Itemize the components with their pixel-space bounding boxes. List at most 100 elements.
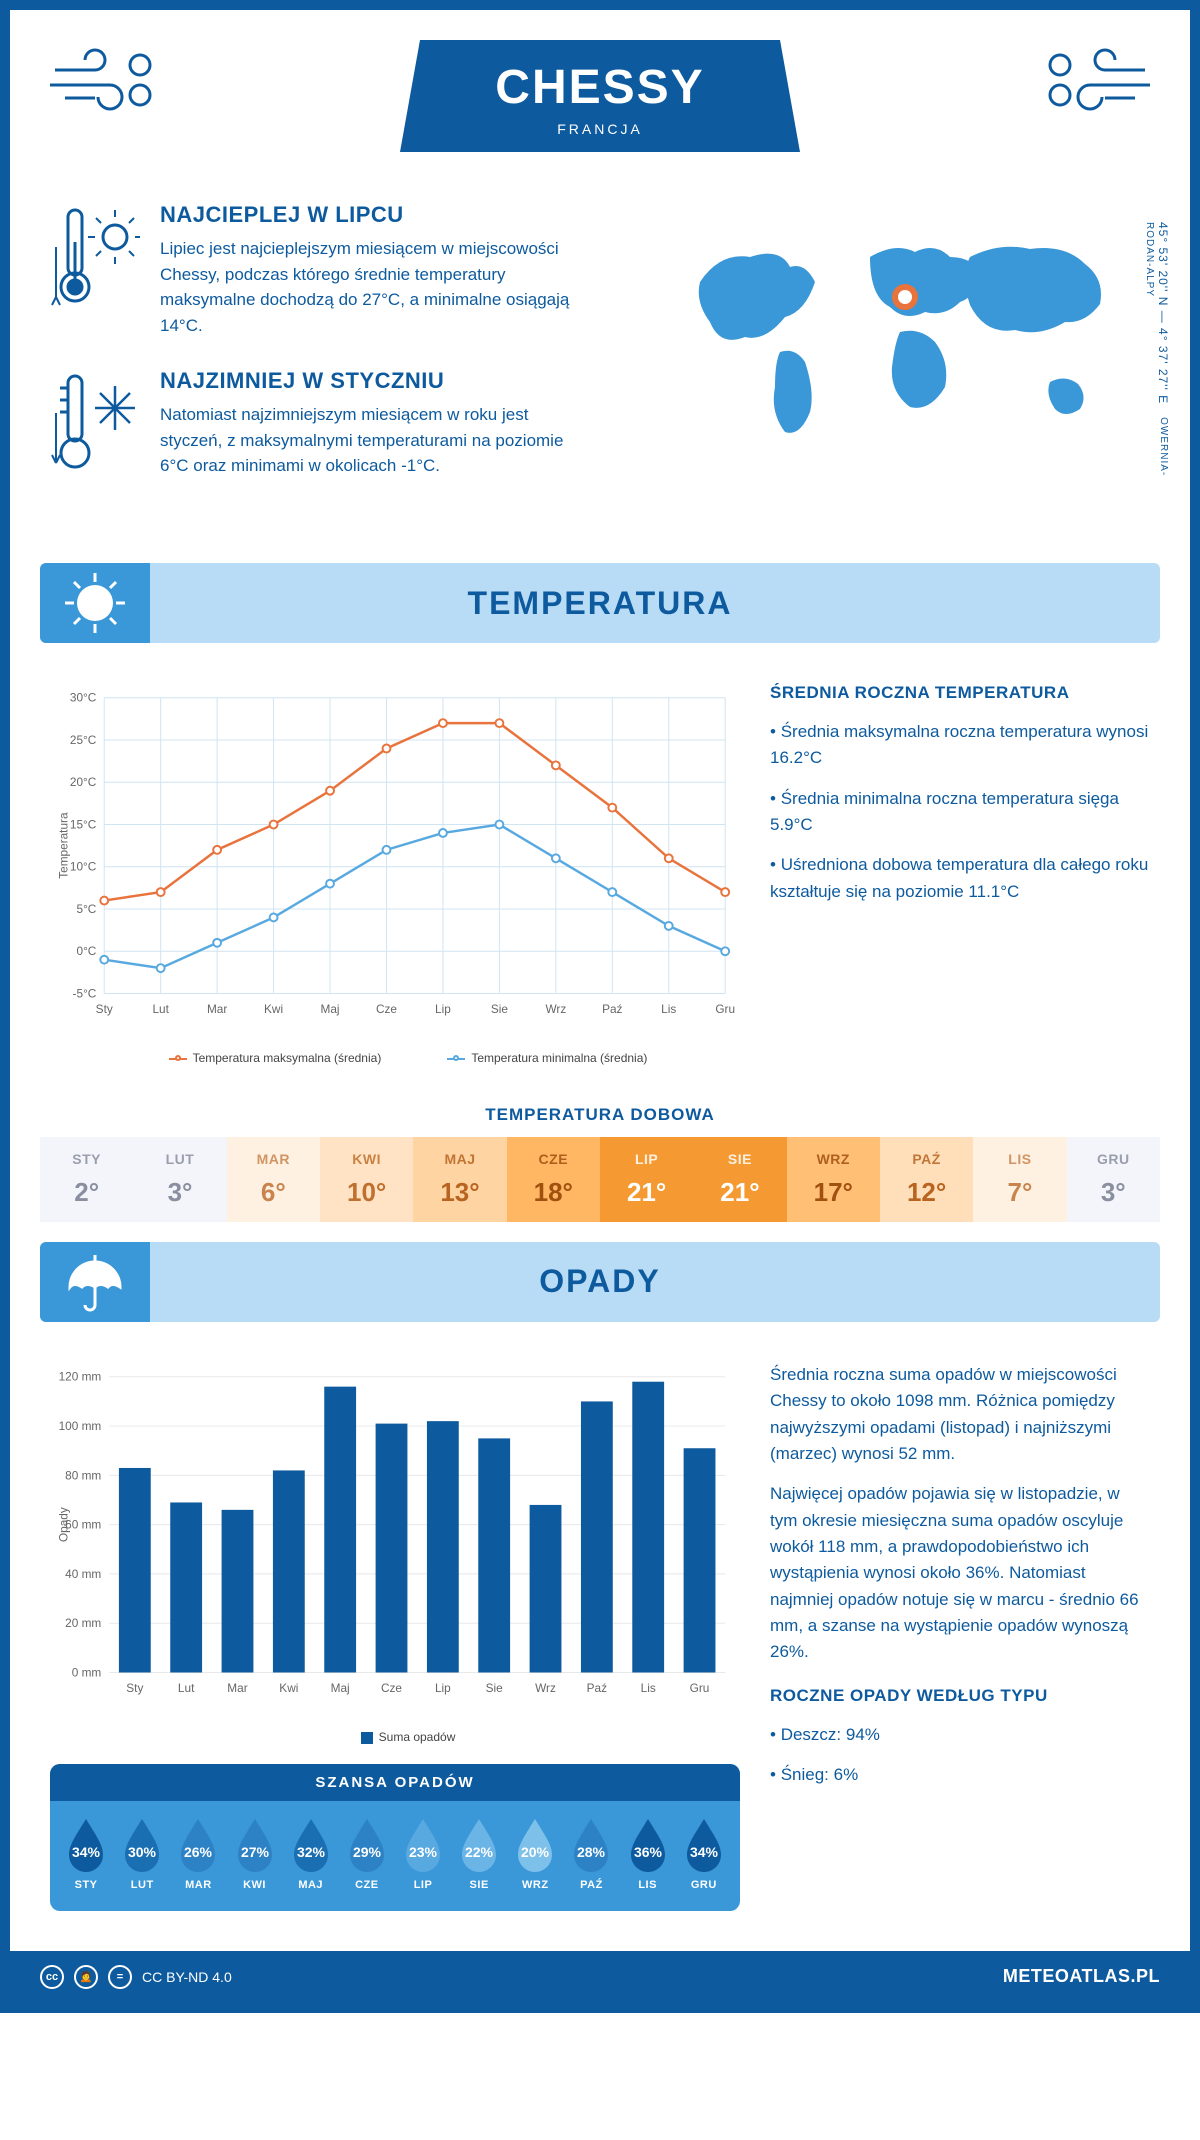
chance-drop: 32%MAJ xyxy=(288,1815,334,1891)
nd-icon: = xyxy=(108,1965,132,1989)
svg-text:120 mm: 120 mm xyxy=(59,1370,102,1384)
svg-text:25°C: 25°C xyxy=(70,733,97,747)
svg-text:10°C: 10°C xyxy=(70,860,97,874)
section-header-precip: OPADY xyxy=(40,1242,1160,1322)
chance-drop: 34%STY xyxy=(63,1815,109,1891)
chance-drop: 30%LUT xyxy=(119,1815,165,1891)
svg-text:Sty: Sty xyxy=(126,1681,143,1695)
precip-para-2: Najwięcej opadów pojawia się w listopadz… xyxy=(770,1481,1150,1665)
svg-text:30°C: 30°C xyxy=(70,691,97,705)
temp-stat-item: Uśredniona dobowa temperatura dla całego… xyxy=(770,852,1150,905)
precip-bytype-list: Deszcz: 94% Śnieg: 6% xyxy=(770,1722,1150,1789)
svg-text:30%: 30% xyxy=(128,1844,157,1860)
svg-text:29%: 29% xyxy=(353,1844,382,1860)
svg-text:100 mm: 100 mm xyxy=(59,1419,102,1433)
coordinates: 45° 53' 20'' N — 4° 37' 27'' E OWERNIA-R… xyxy=(1142,222,1170,513)
site-name: METEOATLAS.PL xyxy=(1003,1966,1160,1987)
svg-text:-5°C: -5°C xyxy=(73,986,97,1000)
svg-text:27%: 27% xyxy=(241,1844,270,1860)
header: CHESSY FRANCJA xyxy=(10,10,1190,192)
temperature-line-chart: -5°C0°C5°C10°C15°C20°C25°C30°CStyLutMarK… xyxy=(50,683,740,1038)
fact-cold-title: NAJZIMNIEJ W STYCZNIU xyxy=(160,368,580,394)
section-title: TEMPERATURA xyxy=(150,585,1050,622)
svg-text:15°C: 15°C xyxy=(70,817,97,831)
bytype-item: Śnieg: 6% xyxy=(770,1762,1150,1788)
fact-cold: NAJZIMNIEJ W STYCZNIU Natomiast najzimni… xyxy=(50,368,640,483)
daily-temp-grid: STY2°LUT3°MAR6°KWI10°MAJ13°CZE18°LIP21°S… xyxy=(40,1137,1160,1222)
svg-text:22%: 22% xyxy=(465,1844,494,1860)
chance-drop: 22%SIE xyxy=(456,1815,502,1891)
svg-text:Cze: Cze xyxy=(381,1681,402,1695)
svg-text:Lip: Lip xyxy=(435,1002,451,1016)
fact-hot-title: NAJCIEPLEJ W LIPCU xyxy=(160,202,580,228)
svg-text:Opady: Opady xyxy=(57,1507,71,1542)
svg-text:Lis: Lis xyxy=(641,1681,656,1695)
svg-text:80 mm: 80 mm xyxy=(65,1468,101,1482)
precip-legend: Suma opadów xyxy=(50,1730,740,1744)
intro-row: NAJCIEPLEJ W LIPCU Lipiec jest najcieple… xyxy=(10,192,1190,543)
page: CHESSY FRANCJA NAJCIEPLEJ W LIPCU Lipiec… xyxy=(0,0,1200,2013)
temp-stats-list: Średnia maksymalna roczna temperatura wy… xyxy=(770,719,1150,905)
precip-bytype-title: ROCZNE OPADY WEDŁUG TYPU xyxy=(770,1686,1150,1706)
precip-bar-chart: 0 mm20 mm40 mm60 mm80 mm100 mm120 mmStyL… xyxy=(50,1362,740,1717)
section-title: OPADY xyxy=(150,1263,1050,1300)
wind-swirl-icon xyxy=(1035,40,1155,125)
fact-hot-text: Lipiec jest najcieplejszym miesiącem w m… xyxy=(160,236,580,338)
daily-cell: STY2° xyxy=(40,1137,133,1222)
temp-stats-title: ŚREDNIA ROCZNA TEMPERATURA xyxy=(770,683,1150,703)
daily-cell: MAJ13° xyxy=(413,1137,506,1222)
svg-text:28%: 28% xyxy=(577,1844,606,1860)
precip-para-1: Średnia roczna suma opadów w miejscowośc… xyxy=(770,1362,1150,1467)
svg-text:20 mm: 20 mm xyxy=(65,1616,101,1630)
license-text: CC BY-ND 4.0 xyxy=(142,1969,232,1985)
daily-cell: MAR6° xyxy=(227,1137,320,1222)
thermometer-snow-icon xyxy=(50,368,140,483)
svg-text:Sty: Sty xyxy=(96,1002,113,1016)
svg-text:Temperatura: Temperatura xyxy=(57,812,71,879)
city-title: CHESSY xyxy=(480,60,720,115)
chance-drop: 29%CZE xyxy=(344,1815,390,1891)
svg-text:Lis: Lis xyxy=(661,1002,676,1016)
world-map xyxy=(670,202,1150,462)
daily-cell: LIS7° xyxy=(973,1137,1066,1222)
country-subtitle: FRANCJA xyxy=(480,121,720,137)
svg-text:20°C: 20°C xyxy=(70,775,97,789)
fact-cold-text: Natomiast najzimniejszym miesiącem w rok… xyxy=(160,402,580,479)
chance-drop: 23%LIP xyxy=(400,1815,446,1891)
chance-drops-row: 34%STY30%LUT26%MAR27%KWI32%MAJ29%CZE23%L… xyxy=(50,1801,740,1897)
svg-text:Wrz: Wrz xyxy=(535,1681,556,1695)
chance-of-precip-box: SZANSA OPADÓW 34%STY30%LUT26%MAR27%KWI32… xyxy=(50,1764,740,1911)
chance-drop: 28%PAŹ xyxy=(568,1815,614,1891)
svg-text:Lut: Lut xyxy=(178,1681,195,1695)
svg-text:0°C: 0°C xyxy=(77,944,97,958)
svg-text:Cze: Cze xyxy=(376,1002,397,1016)
thermometer-sun-icon xyxy=(50,202,140,338)
svg-text:Gru: Gru xyxy=(690,1681,710,1695)
svg-text:23%: 23% xyxy=(409,1844,438,1860)
daily-cell: SIE21° xyxy=(693,1137,786,1222)
sun-icon xyxy=(40,563,150,643)
umbrella-icon xyxy=(40,1242,150,1322)
legend-item: Temperatura minimalna (średnia) xyxy=(421,1051,647,1065)
temp-stat-item: Średnia maksymalna roczna temperatura wy… xyxy=(770,719,1150,772)
svg-text:0 mm: 0 mm xyxy=(72,1665,102,1679)
svg-text:Lip: Lip xyxy=(435,1681,451,1695)
title-banner: CHESSY FRANCJA xyxy=(400,40,800,152)
cc-icon: cc xyxy=(40,1965,64,1989)
chance-title: SZANSA OPADÓW xyxy=(50,1764,740,1801)
daily-cell: WRZ17° xyxy=(787,1137,880,1222)
svg-text:Maj: Maj xyxy=(321,1002,340,1016)
svg-text:Wrz: Wrz xyxy=(545,1002,566,1016)
chance-drop: 34%GRU xyxy=(681,1815,727,1891)
by-icon: 🙍 xyxy=(74,1965,98,1989)
svg-text:Mar: Mar xyxy=(227,1681,247,1695)
svg-text:34%: 34% xyxy=(72,1844,101,1860)
fact-hot: NAJCIEPLEJ W LIPCU Lipiec jest najcieple… xyxy=(50,202,640,338)
wind-swirl-icon xyxy=(45,40,165,125)
svg-text:32%: 32% xyxy=(297,1844,326,1860)
svg-text:26%: 26% xyxy=(184,1844,213,1860)
bytype-item: Deszcz: 94% xyxy=(770,1722,1150,1748)
svg-text:Kwi: Kwi xyxy=(279,1681,298,1695)
svg-text:Paź: Paź xyxy=(587,1681,607,1695)
temperature-legend: Temperatura maksymalna (średnia)Temperat… xyxy=(50,1051,740,1065)
